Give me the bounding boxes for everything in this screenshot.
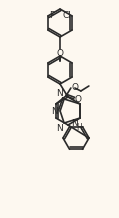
Text: F: F	[49, 12, 54, 20]
Text: O: O	[72, 83, 79, 92]
Text: Cl: Cl	[62, 12, 71, 20]
Text: O: O	[57, 49, 64, 58]
Text: O: O	[75, 94, 82, 104]
Text: N: N	[71, 119, 78, 128]
Text: N: N	[51, 107, 58, 116]
Text: N: N	[56, 124, 63, 133]
Text: N: N	[56, 89, 63, 98]
Text: H: H	[76, 123, 82, 132]
